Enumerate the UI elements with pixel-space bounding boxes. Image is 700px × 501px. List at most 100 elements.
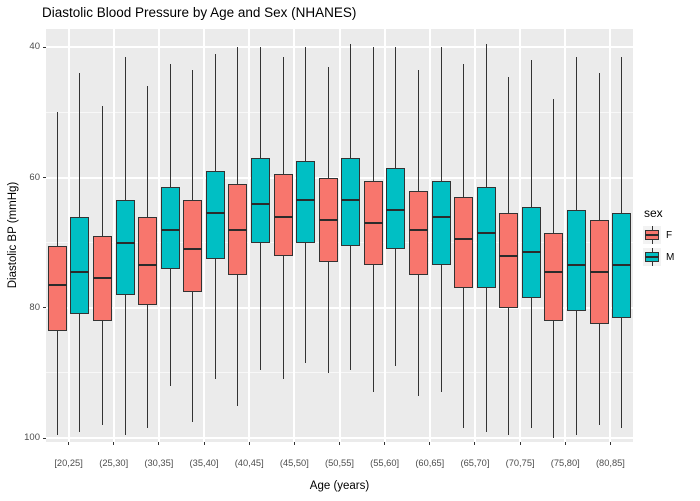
boxplot-box-F	[454, 197, 474, 289]
x-tick-mark	[609, 442, 611, 445]
boxplot-box-M	[341, 157, 361, 246]
x-tick-label: (35,40]	[189, 458, 219, 468]
y-tick-mark	[43, 307, 46, 309]
boxplot-median	[183, 248, 203, 251]
x-tick-label: (45,50]	[279, 458, 309, 468]
boxplot-box-F	[544, 232, 564, 321]
boxplot-median	[115, 241, 135, 244]
x-tick-label: (50,55]	[325, 458, 354, 468]
x-tick-label: (65,70]	[460, 458, 490, 468]
boxplot-box-F	[273, 174, 293, 256]
major-gridline-x	[67, 29, 70, 442]
major-gridline-x	[203, 29, 206, 442]
boxplot-median	[296, 199, 316, 202]
y-axis-title: Diastolic BP (mmHg)	[7, 181, 19, 289]
boxplot-median	[589, 270, 609, 273]
plot-panel	[46, 29, 633, 442]
x-tick-mark	[339, 442, 340, 445]
x-tick-label: (55,60]	[370, 458, 400, 468]
x-tick-label: (60,65]	[415, 458, 445, 468]
y-tick-mark	[43, 177, 46, 179]
boxplot-box-M	[250, 157, 270, 243]
boxplot-median	[160, 228, 180, 231]
x-tick-mark	[519, 442, 521, 445]
major-gridline-x	[609, 29, 612, 442]
boxplot-median	[499, 254, 519, 257]
x-tick-mark	[248, 442, 250, 445]
boxplot-median	[47, 284, 67, 286]
boxplot-median	[521, 251, 541, 254]
major-gridline-x	[157, 29, 160, 442]
legend-item-F: F	[643, 226, 699, 244]
major-gridline-x	[428, 29, 431, 442]
boxplot-median	[431, 215, 451, 218]
chart-title: Diastolic Blood Pressure by Age and Sex …	[42, 5, 357, 20]
major-gridline-x	[473, 29, 476, 442]
y-tick-mark	[43, 437, 46, 439]
legend-key-boxplot-glyph	[643, 226, 661, 244]
y-tick-label: 40	[29, 41, 40, 53]
boxplot-median	[138, 264, 158, 267]
major-gridline-x	[519, 29, 522, 442]
boxplot-median	[476, 231, 496, 234]
x-tick-label: (80,85]	[595, 458, 625, 468]
boxplot-median	[363, 222, 383, 225]
x-tick-mark	[293, 442, 295, 445]
boxplot-median	[341, 199, 361, 202]
boxplot-box-F	[47, 245, 67, 331]
boxplot-box-F	[183, 200, 203, 292]
boxplot-box-M	[296, 161, 316, 243]
boxplot-median	[567, 264, 587, 267]
boxplot-median	[544, 270, 564, 273]
y-tick-mark	[43, 46, 46, 48]
x-tick-label: (30,35]	[144, 458, 174, 468]
y-tick-label: 80	[29, 301, 40, 313]
boxplot-median	[205, 212, 225, 215]
legend-key-median	[645, 256, 659, 258]
x-tick-label: [20,25]	[54, 458, 83, 468]
boxplot-box-M	[386, 167, 406, 250]
boxplot-box-F	[409, 190, 428, 276]
boxplot-box-M	[205, 171, 225, 259]
x-tick-mark	[474, 442, 476, 445]
legend-label: F	[666, 229, 673, 241]
boxplot-box-F	[138, 216, 158, 305]
x-tick-mark	[68, 442, 70, 445]
boxplot-median	[250, 202, 270, 205]
y-tick-label: 100	[24, 432, 40, 444]
x-tick-mark	[113, 442, 115, 445]
boxplot-box-M	[431, 180, 451, 266]
boxplot-box-M	[476, 187, 496, 289]
legend-title: sex	[644, 206, 663, 220]
major-gridline-x	[383, 29, 386, 442]
x-tick-label: (25,30]	[99, 458, 129, 468]
x-tick-mark	[564, 442, 566, 445]
major-gridline-x	[564, 29, 567, 442]
boxplot-median	[386, 209, 406, 212]
x-tick-mark	[384, 442, 386, 445]
boxplot-median	[454, 238, 474, 241]
x-tick-mark	[429, 442, 431, 445]
major-gridline-x	[112, 29, 115, 442]
y-tick-label: 60	[29, 171, 40, 183]
boxplot-median	[70, 270, 90, 273]
boxplot-box-F	[499, 213, 519, 308]
boxplot-median	[228, 228, 248, 231]
x-tick-label: (75,80]	[550, 458, 580, 468]
boxplot-box-M	[567, 210, 587, 312]
boxplot-median	[273, 215, 293, 218]
legend-key-boxplot-glyph	[643, 248, 661, 266]
legend-key-median	[645, 234, 659, 236]
legend-item-M: M	[643, 248, 699, 266]
x-tick-label: (70,75]	[505, 458, 535, 468]
x-tick-mark	[158, 442, 160, 445]
x-axis-title: Age (years)	[309, 480, 370, 492]
boxplot-median	[92, 277, 112, 280]
boxplot-median	[409, 228, 428, 231]
boxplot-median	[318, 218, 338, 221]
boxplot-box-M	[115, 200, 135, 295]
major-gridline-x	[338, 29, 341, 442]
